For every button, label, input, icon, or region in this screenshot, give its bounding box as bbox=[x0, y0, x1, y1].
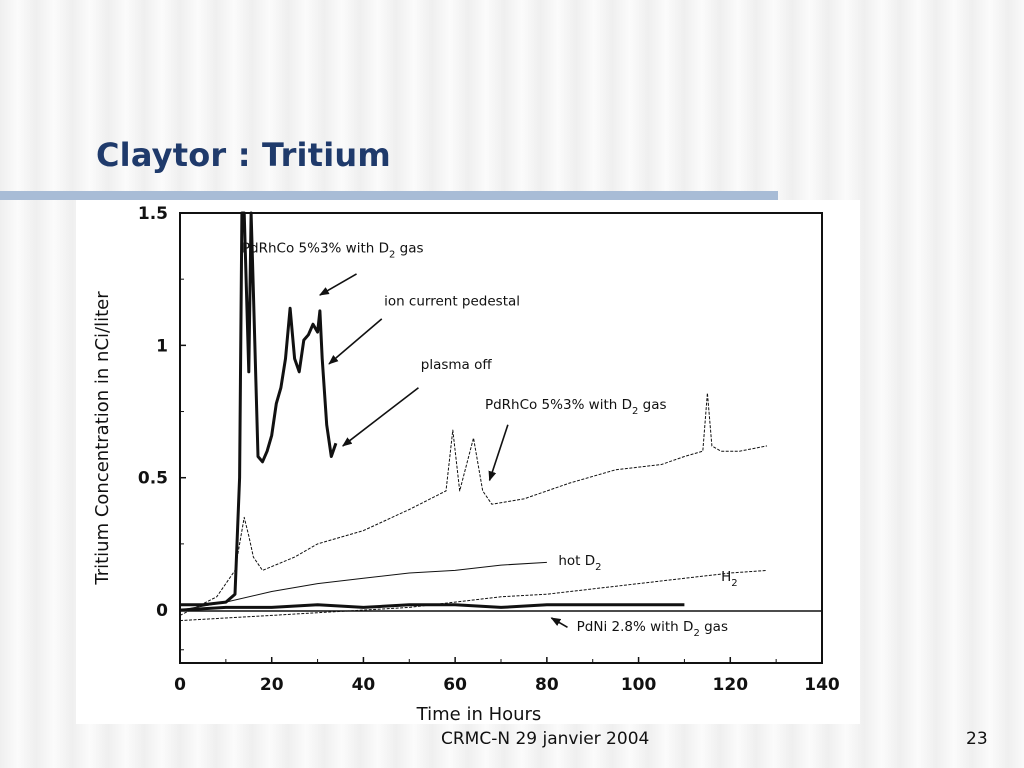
annotation-arrow-1 bbox=[318, 273, 357, 296]
annotation-4: PdRhCo 5%3% with D2 gas bbox=[485, 397, 667, 417]
tick-layer: 0 20 40 60 80 100 120 140 0 0.5 1 1.5 bbox=[138, 204, 840, 695]
annotation-5: hot D2 bbox=[558, 553, 601, 573]
plot-frame bbox=[179, 212, 823, 664]
tritium-chart: 0 20 40 60 80 100 120 140 0 0.5 1 1.5 PdRhCo 5%3% w… bbox=[92, 204, 840, 724]
slide-number: 23 bbox=[966, 729, 988, 749]
y-tick-label-0: 0 bbox=[156, 601, 168, 621]
figure-panel: 0 20 40 60 80 100 120 140 0 0.5 1 1.5 PdRhCo 5%3% w… bbox=[76, 200, 860, 724]
annotation-2: ion current pedestal bbox=[384, 294, 520, 310]
y-tick-label-1: 0.5 bbox=[138, 469, 168, 489]
slide-title: Claytor : Tritium bbox=[96, 136, 391, 174]
x-tick-label-140: 140 bbox=[804, 675, 840, 695]
annotation-layer: PdRhCo 5%3% with D2 gas ion current pedes… bbox=[242, 241, 738, 640]
x-tick-label-120: 120 bbox=[713, 675, 749, 695]
x-tick-label-60: 60 bbox=[443, 675, 467, 695]
x-tick-label-20: 20 bbox=[260, 675, 284, 695]
annotation-arrow-3 bbox=[342, 387, 419, 447]
x-tick-label-40: 40 bbox=[352, 675, 376, 695]
series-line-5 bbox=[179, 603, 685, 612]
annotation-1: PdRhCo 5%3% with D2 gas bbox=[242, 241, 424, 261]
x-axis-title: Time in Hours bbox=[416, 704, 542, 724]
annotation-arrow-7 bbox=[550, 617, 568, 628]
y-tick-label-3: 1.5 bbox=[138, 204, 168, 224]
series-layer bbox=[179, 211, 768, 622]
series-line-2 bbox=[179, 392, 768, 616]
annotation-3: plasma off bbox=[421, 357, 493, 373]
x-tick-label-0: 0 bbox=[174, 675, 186, 695]
x-tick-label-100: 100 bbox=[621, 675, 657, 695]
y-tick-label-2: 1 bbox=[156, 336, 168, 356]
series-line-1 bbox=[180, 211, 338, 607]
annotation-7: PdNi 2.8% with D2 gas bbox=[577, 619, 728, 639]
series-line-3 bbox=[179, 561, 547, 611]
slide-footer: CRMC-N 29 janvier 2004 bbox=[441, 729, 650, 749]
title-underline-bar bbox=[0, 191, 778, 200]
series-line-4 bbox=[179, 569, 768, 622]
x-tick-label-80: 80 bbox=[535, 675, 559, 695]
y-axis-title: Tritium Concentration in nCi/liter bbox=[92, 291, 113, 586]
annotation-arrow-2 bbox=[328, 318, 383, 365]
annotation-arrow-4 bbox=[488, 424, 509, 482]
annotation-6: H2 bbox=[721, 569, 738, 589]
